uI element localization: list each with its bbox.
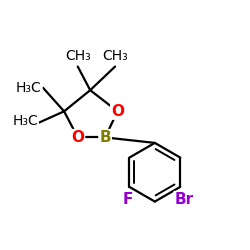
- Text: H₃C: H₃C: [16, 81, 42, 95]
- Text: H₃C: H₃C: [12, 114, 38, 128]
- Text: O: O: [71, 130, 84, 145]
- Text: O: O: [111, 104, 124, 119]
- Text: F: F: [123, 192, 133, 207]
- Text: Br: Br: [174, 192, 194, 207]
- Text: CH₃: CH₃: [102, 49, 128, 63]
- Text: B: B: [99, 130, 111, 145]
- Text: CH₃: CH₃: [65, 49, 91, 63]
